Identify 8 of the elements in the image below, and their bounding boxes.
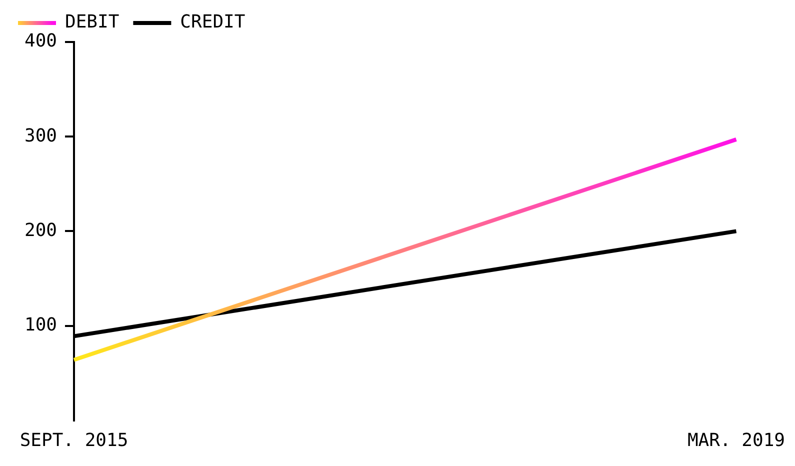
y-tick-label: 400 (24, 30, 57, 52)
legend-label: CREDIT (180, 12, 246, 33)
y-tick-label: 100 (24, 314, 57, 336)
x-tick-label: MAR. 2019 (687, 430, 786, 451)
legend-label: DEBIT (65, 12, 120, 33)
x-tick-label: SEPT. 2015 (20, 430, 128, 451)
y-tick-label: 300 (24, 125, 57, 146)
y-tick-label: 200 (24, 220, 57, 241)
